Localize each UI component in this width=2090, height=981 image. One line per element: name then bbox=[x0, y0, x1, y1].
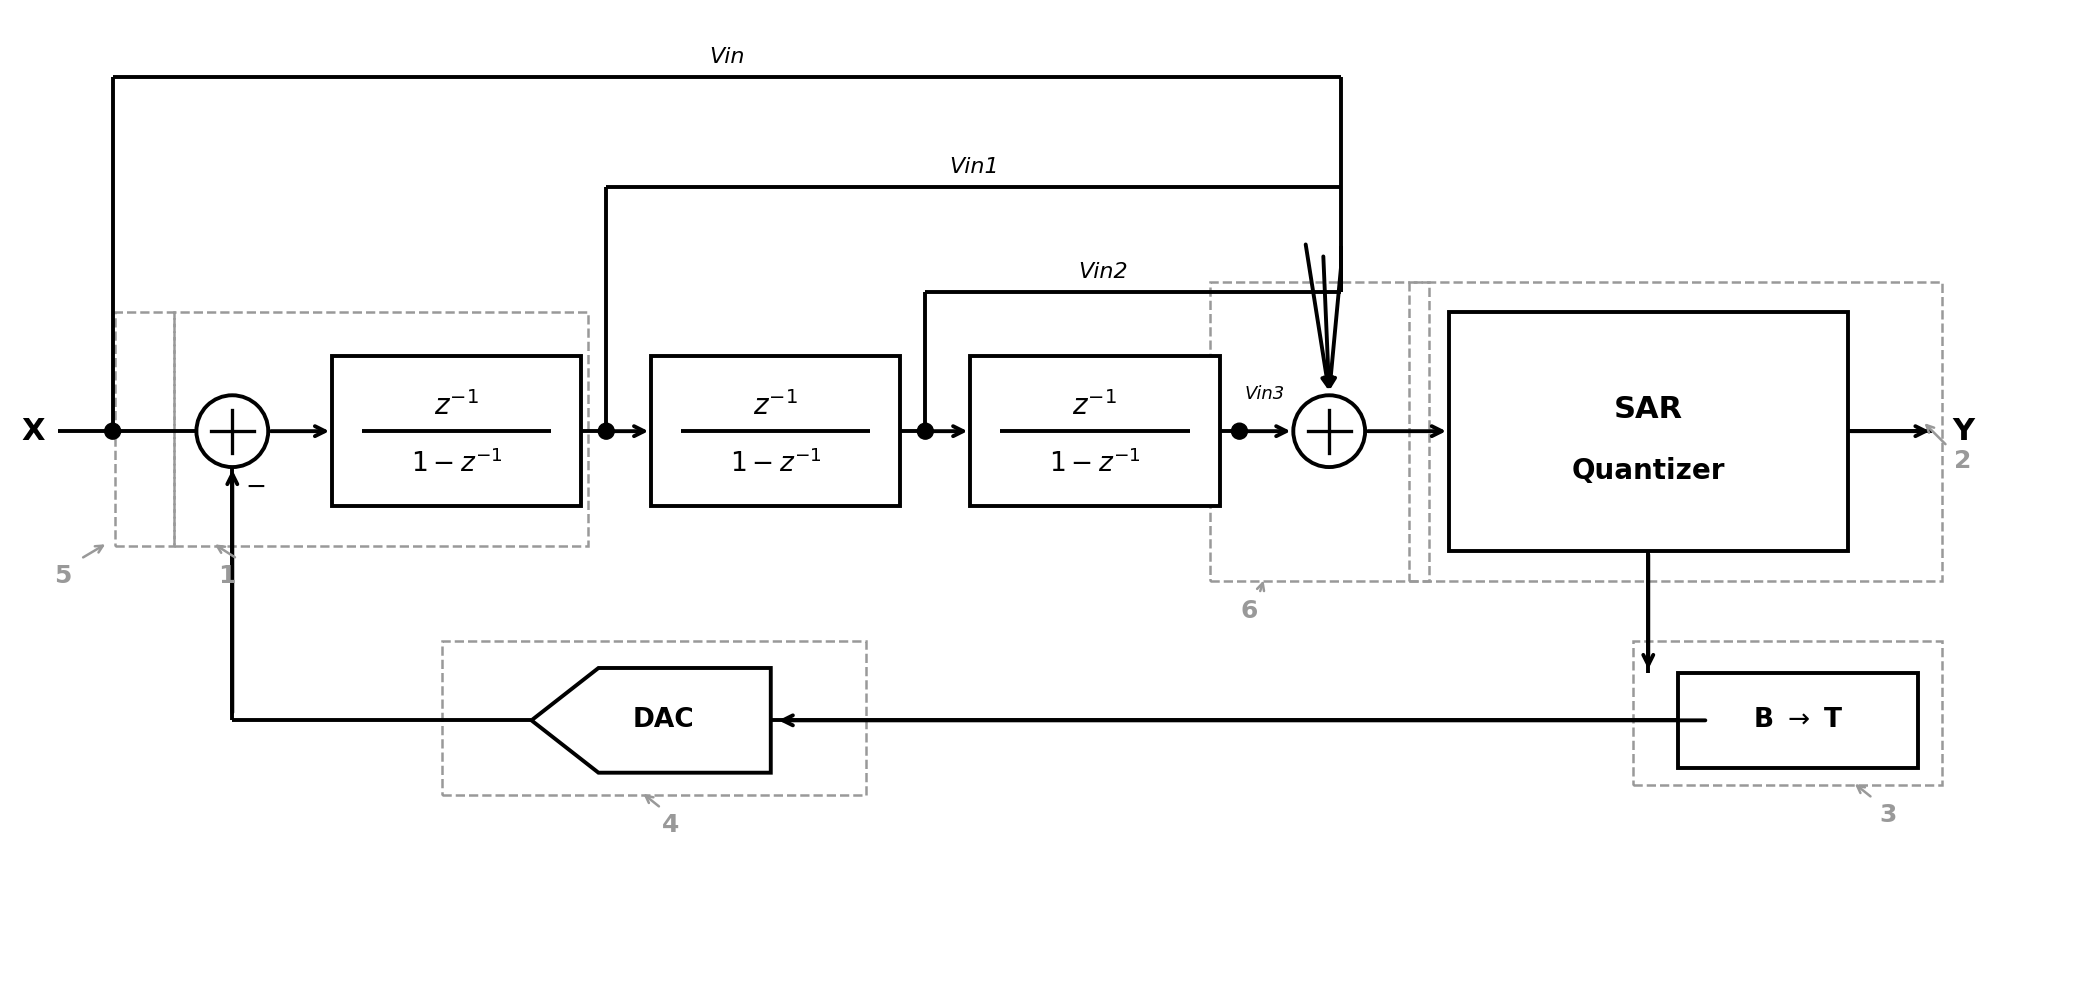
Text: Vin2: Vin2 bbox=[1078, 262, 1129, 282]
Text: X: X bbox=[21, 417, 44, 445]
Bar bbox=[1210, 282, 1430, 581]
Text: $-$: $-$ bbox=[245, 474, 265, 498]
Text: Vin3: Vin3 bbox=[1244, 386, 1285, 403]
Polygon shape bbox=[531, 668, 771, 773]
Text: $1-z^{-1}$: $1-z^{-1}$ bbox=[729, 450, 821, 479]
Text: 1: 1 bbox=[219, 564, 236, 588]
Text: SAR: SAR bbox=[1613, 394, 1682, 424]
Bar bbox=[970, 356, 1218, 506]
Text: Vin1: Vin1 bbox=[949, 157, 999, 177]
Circle shape bbox=[598, 423, 614, 439]
Text: Y: Y bbox=[1952, 417, 1975, 445]
Text: 5: 5 bbox=[54, 564, 71, 588]
Text: $z^{-1}$: $z^{-1}$ bbox=[435, 390, 479, 421]
Text: 6: 6 bbox=[1241, 598, 1258, 623]
Text: $1-z^{-1}$: $1-z^{-1}$ bbox=[1049, 450, 1141, 479]
Text: $z^{-1}$: $z^{-1}$ bbox=[1072, 390, 1118, 421]
Text: DAC: DAC bbox=[633, 707, 694, 734]
Bar bbox=[173, 312, 587, 545]
Bar bbox=[332, 356, 581, 506]
Bar bbox=[1678, 673, 1917, 768]
Circle shape bbox=[104, 423, 121, 439]
Text: $z^{-1}$: $z^{-1}$ bbox=[752, 390, 798, 421]
Circle shape bbox=[918, 423, 934, 439]
Bar bbox=[1409, 282, 1942, 581]
Bar bbox=[115, 312, 173, 545]
Text: Vin: Vin bbox=[709, 47, 744, 68]
Text: B $\rightarrow$ T: B $\rightarrow$ T bbox=[1754, 707, 1843, 734]
Text: 2: 2 bbox=[1954, 449, 1971, 473]
Bar bbox=[652, 356, 901, 506]
Circle shape bbox=[1231, 423, 1248, 439]
Bar bbox=[1448, 312, 1848, 550]
Bar bbox=[441, 641, 865, 796]
Text: 4: 4 bbox=[663, 813, 679, 837]
Text: $1-z^{-1}$: $1-z^{-1}$ bbox=[412, 450, 502, 479]
Text: Quantizer: Quantizer bbox=[1572, 457, 1724, 485]
Bar bbox=[1632, 641, 1942, 785]
Text: 3: 3 bbox=[1879, 803, 1896, 827]
